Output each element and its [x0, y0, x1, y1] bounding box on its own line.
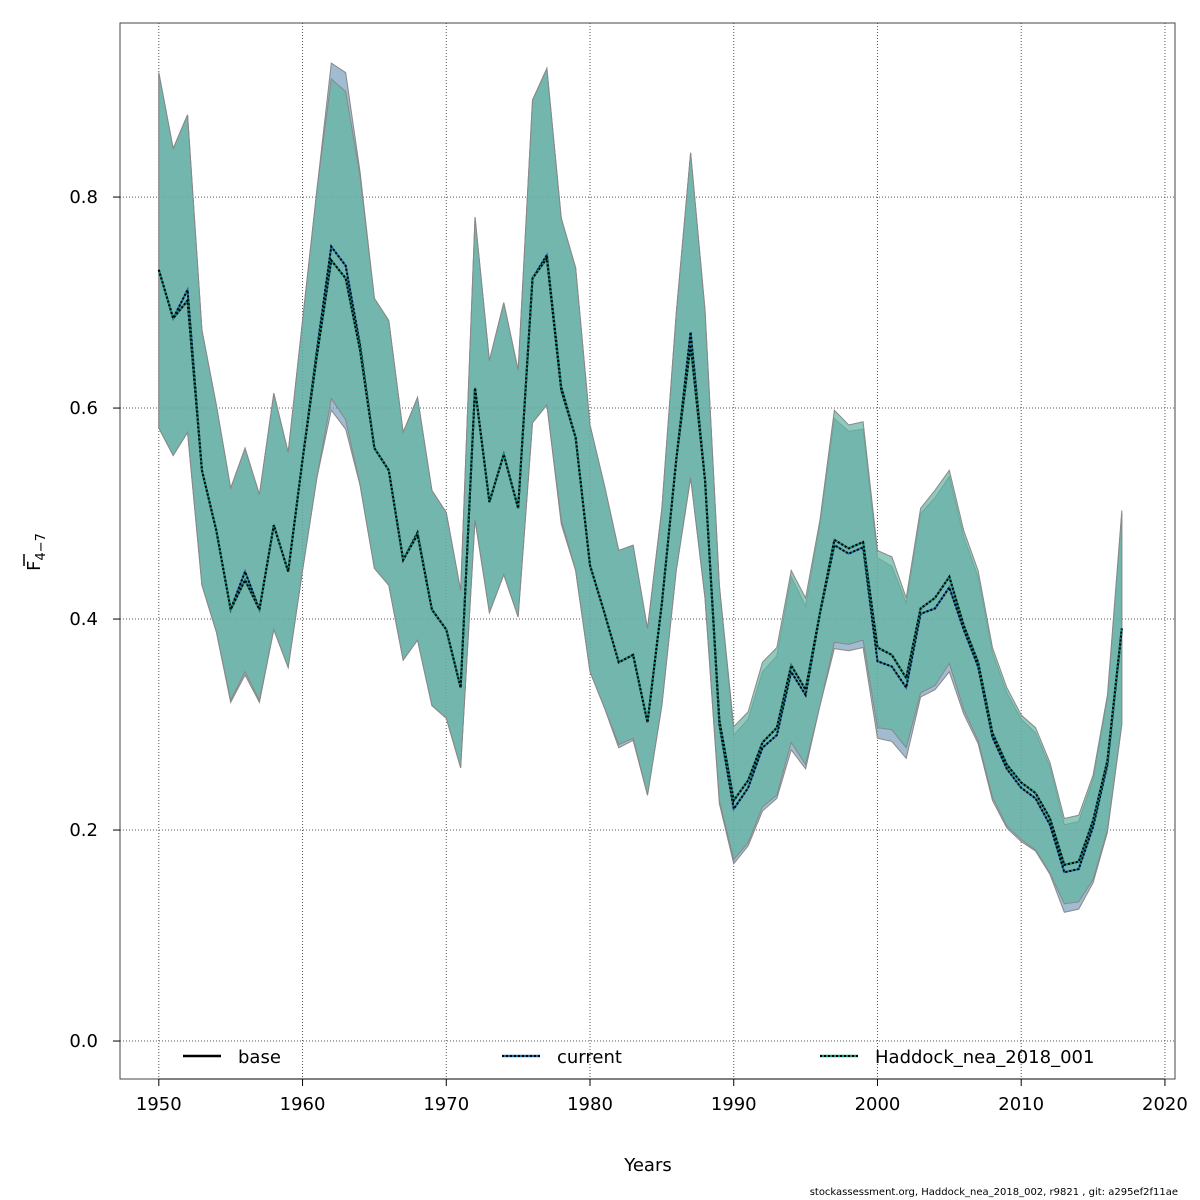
series-line-dots-current — [157, 244, 1123, 874]
y-axis-label-subscript: 4−7 — [34, 533, 49, 560]
y-axis-label: F4−7 — [23, 533, 49, 571]
y-tick-label: 0.2 — [69, 820, 98, 841]
legend-label: current — [557, 1047, 622, 1068]
x-tick-label: 1980 — [567, 1094, 613, 1115]
series-lines — [157, 244, 1123, 874]
x-tick-label: 2000 — [855, 1094, 901, 1115]
legend-label: Haddock_nea_2018_001 — [875, 1047, 1094, 1068]
x-axis-label: Years — [623, 1155, 672, 1176]
legend: base current Haddock_nea_2018_001 — [183, 1047, 1094, 1068]
footer-credit: stockassessment.org, Haddock_nea_2018_00… — [809, 1187, 1178, 1198]
svg-text:F4−7: F4−7 — [24, 533, 49, 571]
y-axis-label-main: F — [24, 561, 45, 571]
series-line-dots-Haddock_nea_2018_001 — [157, 255, 1123, 867]
y-tick-label: 0.8 — [69, 187, 98, 208]
x-tick-label: 1970 — [423, 1094, 469, 1115]
x-axis: 1950 1960 1970 1980 1990 2000 2010 2020 — [136, 1078, 1188, 1115]
x-tick-label: 2020 — [1142, 1094, 1188, 1115]
y-tick-label: 0.0 — [69, 1031, 98, 1052]
y-tick-label: 0.6 — [69, 398, 98, 419]
x-tick-label: 1990 — [711, 1094, 757, 1115]
confidence-bands — [158, 62, 1123, 913]
x-tick-label: 2010 — [998, 1094, 1044, 1115]
x-tick-label: 1950 — [136, 1094, 182, 1115]
y-axis: 0.0 0.2 0.4 0.6 0.8 — [69, 187, 120, 1052]
ci-band-current — [158, 66, 1123, 905]
x-tick-label: 1960 — [280, 1094, 326, 1115]
y-tick-label: 0.4 — [69, 609, 98, 630]
legend-label: base — [238, 1047, 281, 1068]
